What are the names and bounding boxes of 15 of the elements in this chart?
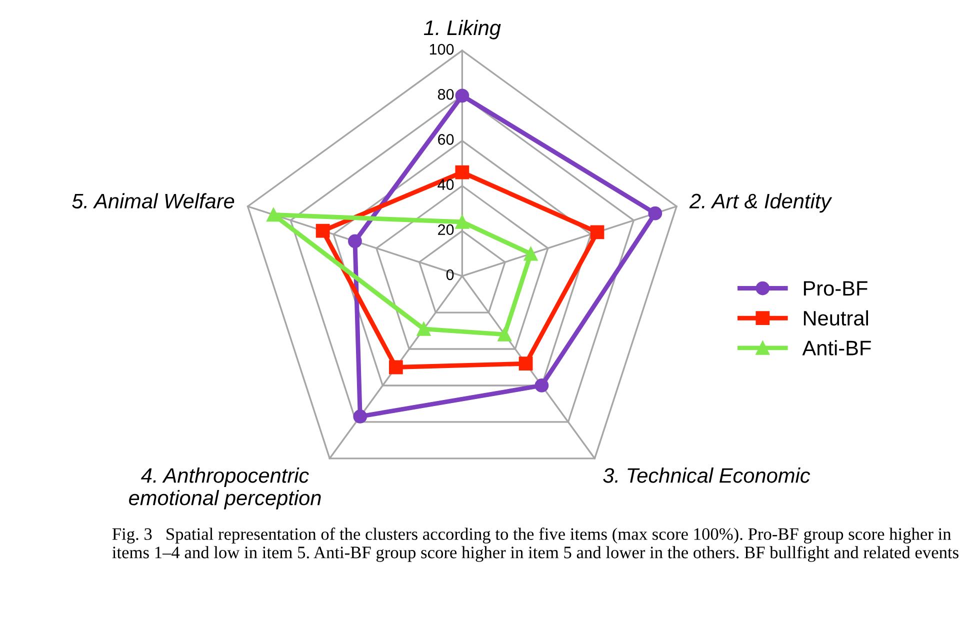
spoke-label: 1. Liking — [424, 20, 501, 40]
y-tick-label: 60 — [438, 134, 454, 145]
y-tick-label: 40 — [438, 179, 454, 190]
spoke-label: 4. Anthropocentric emotional perception — [129, 468, 321, 510]
spoke-label: 3. Technical Economic — [603, 468, 810, 483]
y-tick-label: 0 — [446, 269, 454, 280]
y-tick-label: 80 — [438, 88, 454, 100]
caption: Fig. 3 Spatial representation of the clusters according to the five items (max score 100%). Pro-BF group score higher in items 1–4 and low in item 5. Anti-BF group score higher in item 5 and lower in the others. BF bullfight and related events — [112, 528, 958, 562]
spoke-label: 5. Animal Welfare — [72, 193, 234, 208]
legend-label: Neutral — [804, 310, 868, 326]
legend-label: Anti-BF — [802, 340, 871, 356]
legend-label: Pro-BF — [804, 281, 868, 296]
y-tick-label: 20 — [438, 224, 454, 236]
y-tick-label: 100 — [430, 44, 454, 55]
spoke-label: 2. Art & Identity — [689, 193, 832, 213]
